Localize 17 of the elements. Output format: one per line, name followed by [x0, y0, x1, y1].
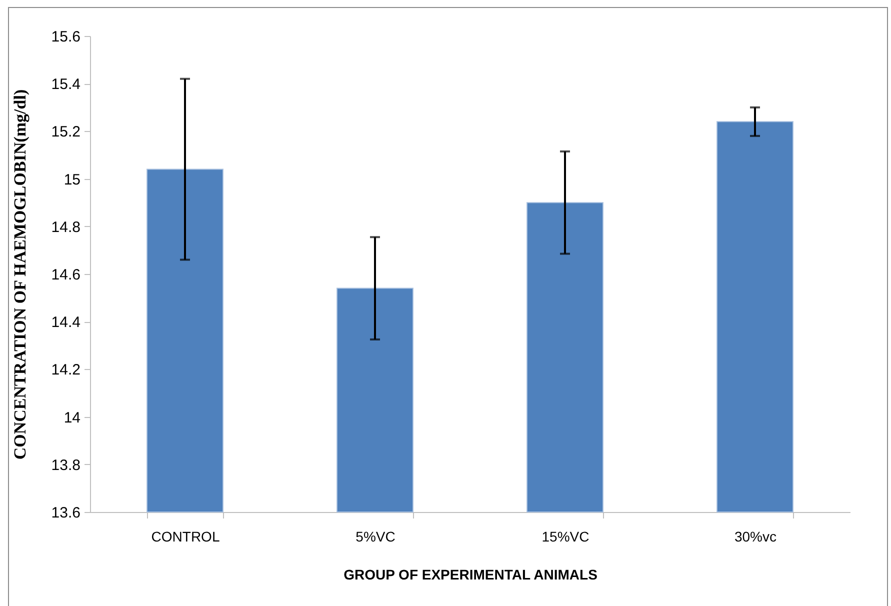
y-tick-label: 15.4 — [51, 76, 80, 94]
y-tick-label: 14 — [64, 409, 80, 426]
y-tick-label: 13.8 — [51, 456, 80, 474]
y-tick-label: 13.6 — [51, 504, 80, 522]
y-tick-label: 14.2 — [51, 362, 80, 379]
x-tick-label: 5%VC — [356, 528, 396, 544]
x-axis-title: GROUP OF EXPERIMENTAL ANIMALS — [344, 566, 598, 582]
y-axis-title: CONCENTRATION OF HAEMOGLOBIN(mg/dl) — [10, 89, 30, 460]
y-tick-label: 14.8 — [51, 218, 80, 236]
y-tick-label: 15.2 — [51, 124, 80, 141]
x-tick-label: 15%VC — [542, 528, 590, 544]
y-tick-label: 14.6 — [51, 266, 80, 284]
x-tick-label: 30%vc — [734, 528, 777, 544]
y-tick-label: 15 — [64, 171, 80, 188]
y-tick-label: 15.6 — [51, 28, 80, 46]
x-tick-label: CONTROL — [151, 528, 220, 544]
y-tick-label: 14.4 — [51, 314, 80, 332]
